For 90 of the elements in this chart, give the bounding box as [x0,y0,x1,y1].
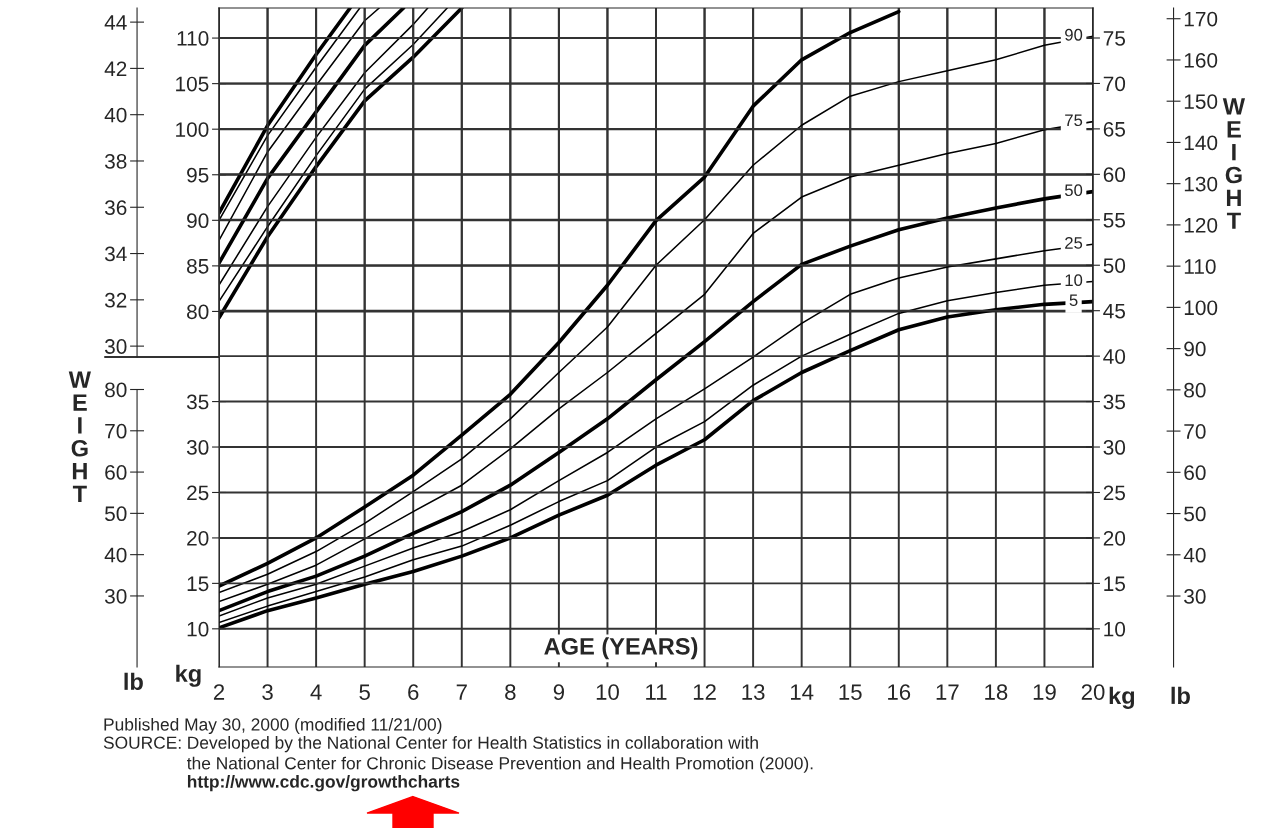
y3-axis-title: lb [1171,686,1190,705]
y3-tick-label: 160 [1184,52,1218,68]
x-axis-title: AGE (YEARS) [544,637,698,660]
y-tick-label: 15 [187,576,209,592]
x-tick-label: 7 [456,684,467,700]
y-tick-label: 80 [187,304,209,320]
y3-tick-label: 60 [1184,465,1206,481]
series-label: 75 [1065,114,1083,127]
x-tick-label: 20 [1081,684,1105,700]
x-tick-label: 4 [310,684,322,700]
series-label: 5 [1069,294,1078,307]
y-tick-label: 30 [104,588,127,604]
y-tick-label: 10 [187,621,209,637]
x-tick-label: 5 [359,684,370,700]
y2-tick-label: 75 [1103,31,1126,46]
x-tick-label: 11 [646,684,667,700]
y2-tick-label: 10 [1104,621,1126,637]
series-label: 90 [1065,28,1083,41]
x-tick-label: 19 [1033,684,1056,700]
x-tick-label: 3 [262,684,273,700]
x-tick-label: 13 [742,684,765,700]
y3-tick-label: 170 [1184,11,1218,27]
text: Developed by the National Center for Health Statistics in collaboration with the National Center for Chronic Disease Prevention and Health Promotion (2000). [187,736,813,773]
y2-tick-label: 25 [1103,485,1126,501]
y-tick-label: 60 [105,465,127,480]
y2-tick-label: 70 [1103,76,1126,92]
x-tick-label: 12 [693,684,716,700]
y-tick-label: 25 [187,485,209,501]
y2-tick-label: 45 [1103,303,1126,319]
y-axis-title: kg [176,664,201,687]
x-tick-label: 14 [791,684,814,700]
y2-axis-title: kg [1109,686,1135,709]
x-tick-label: 15 [839,684,862,700]
y2-tick-label: 34 [104,246,127,262]
series-label: 10 [1065,274,1083,287]
y-tick-label: 85 [187,258,209,274]
y3-tick-label: 40 [1183,547,1206,563]
x-tick-label: 17 [936,684,959,700]
y2-tick-label: 40 [1103,349,1126,364]
y3-tick-label: 30 [1184,589,1206,604]
y-tick-label: 35 [186,394,209,410]
source-note: SOURCE: [103,736,181,749]
y2-tick-label: 42 [104,61,127,76]
y-tick-label: 95 [187,167,209,183]
y-tick-label: 40 [104,547,127,563]
x-tick-label: 2 [213,684,225,700]
y-tick-label: 110 [177,31,209,46]
y3-tick-label: 120 [1184,217,1218,233]
y2-tick-label: 55 [1103,213,1126,228]
x-tick-label: 16 [888,684,911,700]
y-tick-label: 70 [105,423,127,439]
y-tick-label: 50 [105,506,127,522]
y3-tick-label: 110 [1184,259,1216,274]
y3-tick-label: 50 [1184,506,1206,522]
y3-tick-label: 90 [1184,341,1206,357]
y3-tick-label: 80 [1184,382,1206,398]
y-tick-label: 105 [176,76,209,92]
y2-tick-label: 20 [1103,530,1126,546]
y2-tick-label: 32 [104,292,127,308]
y2-tick-label: 35 [1103,394,1126,410]
series-label: 25 [1065,237,1083,249]
y2-tick-label: 36 [104,200,127,216]
text: Published May 30, 2000 (modified 11/21/00) [104,717,442,735]
y-tick-label: 100 [176,122,209,137]
y3-tick-label: 130 [1184,176,1218,192]
y3-tick-label: 140 [1184,135,1218,151]
y-tick-label: 90 [187,213,209,229]
text: WEIGHT [68,371,91,503]
x-tick-label: 8 [505,684,516,700]
series-label: 50 [1064,184,1083,197]
y-tick-label: 30 [186,440,209,455]
y2-tick-label: 50 [1103,258,1126,273]
y3-tick-label: 70 [1184,424,1206,439]
y-axis-title: lb [124,672,143,691]
y2-tick-label: 60 [1103,167,1126,183]
x-tick-label: 6 [408,684,419,700]
y2-tick-label: 38 [104,153,127,169]
y-tick-label: 80 [105,382,127,398]
y3-tick-label: 150 [1184,94,1218,109]
y2-tick-label: 65 [1103,121,1126,137]
y2-tick-label: 30 [1103,440,1126,455]
x-tick-label: 10 [596,684,619,700]
text: http://www.cdc.gov/growthcharts [187,775,460,792]
y-tick-label: 20 [187,530,209,546]
x-tick-label: 18 [985,684,1008,700]
text: WEIGHT [1222,98,1246,229]
y3-tick-label: 100 [1184,300,1218,316]
y2-tick-label: 44 [104,15,127,30]
y2-tick-label: 15 [1104,576,1126,592]
x-tick-label: 9 [553,684,565,700]
